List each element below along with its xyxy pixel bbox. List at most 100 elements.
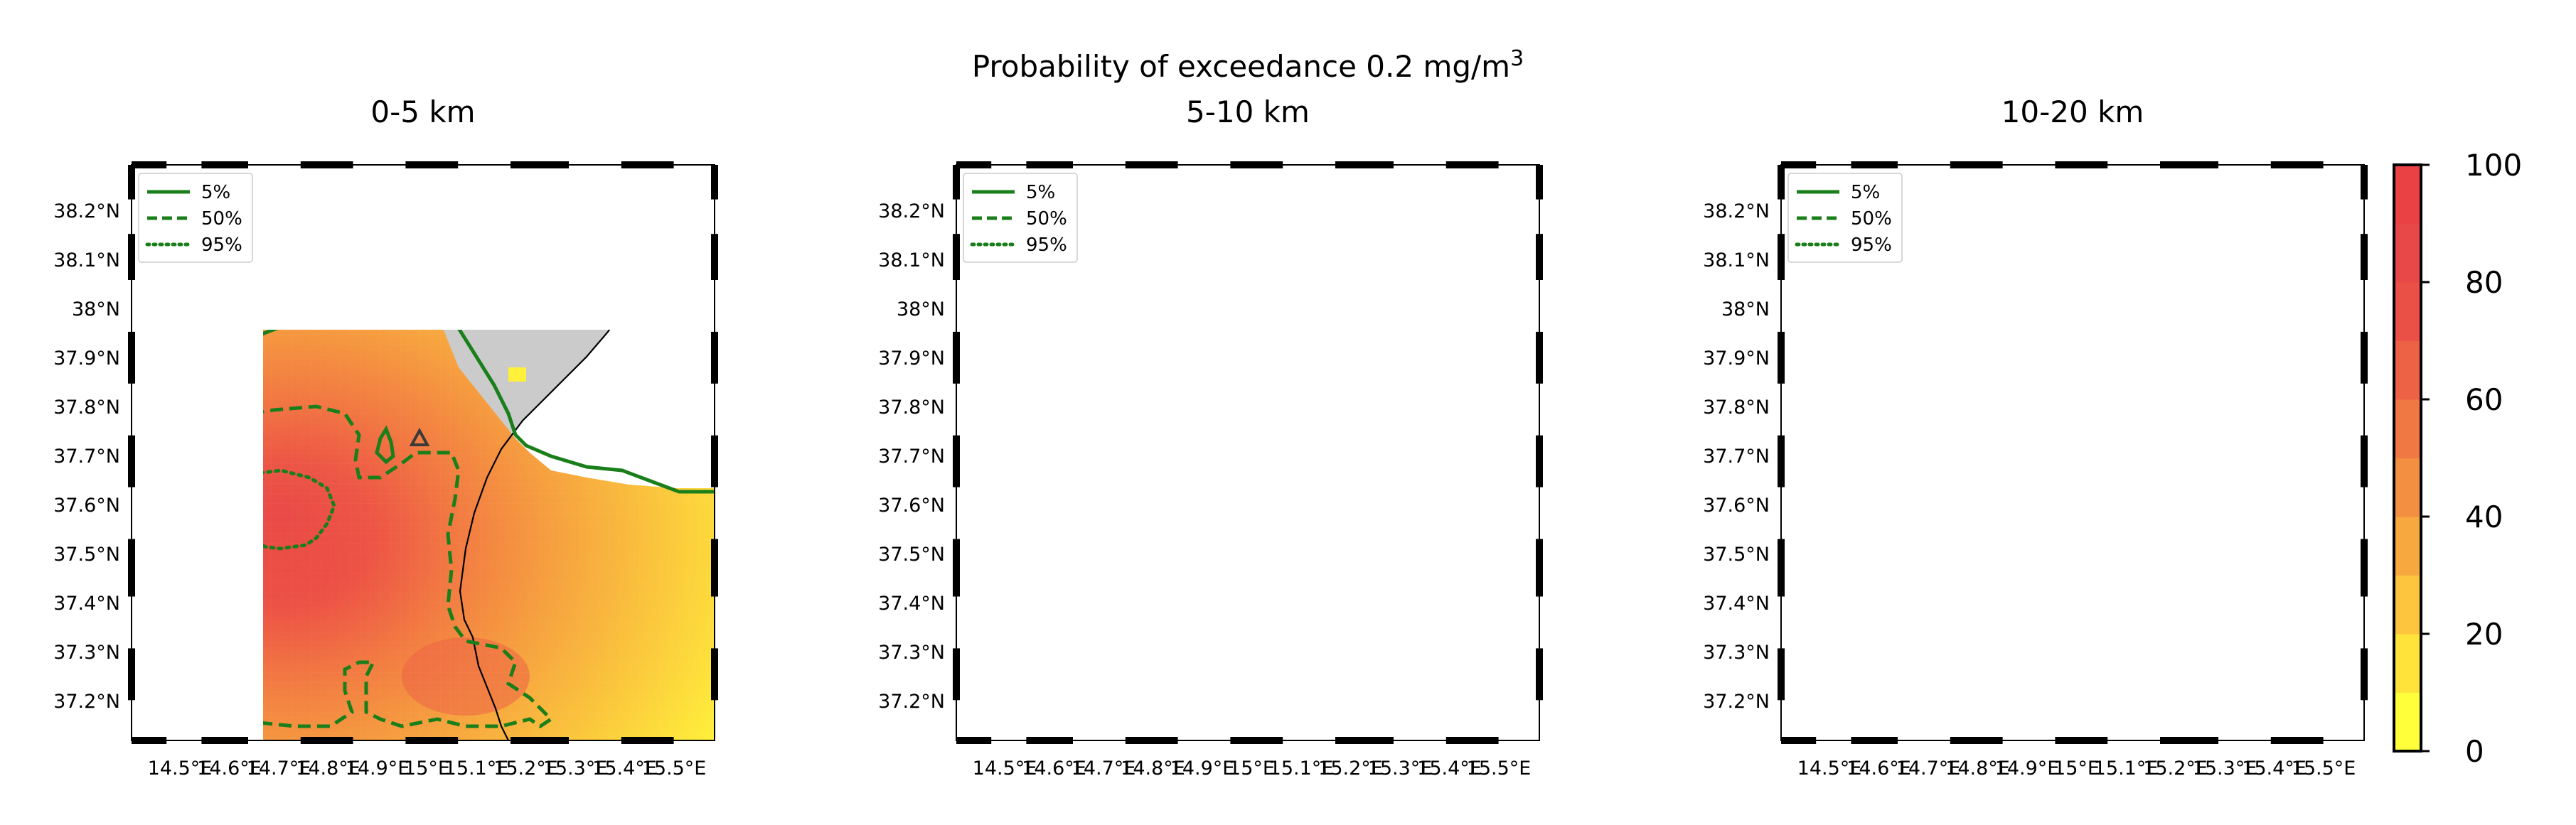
lon-tick-label: 15°E bbox=[2053, 757, 2100, 780]
panel-title: 0-5 km bbox=[370, 95, 475, 129]
contours bbox=[263, 252, 715, 729]
contour-50pct bbox=[263, 404, 554, 729]
lat-tick-label: 37.7°N bbox=[53, 446, 120, 468]
lon-tick-label: 15.3°E bbox=[1368, 757, 1433, 780]
lon-tick-label: 15.1°E bbox=[444, 757, 509, 780]
lat-tick-label: 38°N bbox=[897, 298, 945, 320]
lon-tick-label: 15.5°E bbox=[2292, 757, 2356, 780]
legend-label: 50% bbox=[1026, 208, 1067, 230]
lat-tick-label: 38°N bbox=[1721, 298, 1770, 320]
lat-tick-label: 37.9°N bbox=[878, 347, 945, 370]
lon-tick-label: 15.1°E bbox=[2094, 757, 2159, 780]
colorbar-tick-label: 40 bbox=[2465, 500, 2503, 534]
colorbar-tick-label: 20 bbox=[2465, 617, 2503, 652]
colorbar-segment bbox=[2394, 223, 2421, 283]
lat-tick-label: 37.2°N bbox=[1703, 691, 1770, 713]
lon-tick-label: 14.8°E bbox=[1945, 757, 2010, 780]
lat-tick-label: 37.9°N bbox=[53, 347, 120, 370]
colorbar-segment bbox=[2394, 634, 2421, 693]
latitude-ticks: 38.2°N 38.1°N 38°N 37.9°N 37.8°N 37.7°N 37.6°N… bbox=[1703, 200, 1770, 713]
lat-tick-label: 38°N bbox=[72, 298, 120, 320]
legend-label: 50% bbox=[1851, 208, 1892, 230]
lat-tick-label: 37.9°N bbox=[1703, 347, 1770, 370]
legend-label: 95% bbox=[1026, 234, 1067, 256]
longitude-ticks: 14.5°E14.6°E14.7°E14.8°E14.9°E15°E15.1°E… bbox=[973, 757, 1532, 780]
panel-title: 10-20 km bbox=[2002, 95, 2144, 129]
lat-tick-label: 37.3°N bbox=[53, 642, 120, 664]
panel-title: 5-10 km bbox=[1186, 95, 1310, 129]
figure-suptitle: Probability of exceedance 0.2 mg/m3 bbox=[972, 46, 1524, 84]
contour-95pct bbox=[263, 468, 336, 551]
lat-tick-label: 37.3°N bbox=[1703, 642, 1770, 664]
lon-tick-label: 15.2°E bbox=[493, 757, 558, 780]
colorbar-tick-label: 60 bbox=[2465, 382, 2503, 417]
lat-tick-label: 38.1°N bbox=[53, 249, 120, 271]
lon-tick-label: 14.8°E bbox=[1121, 757, 1185, 780]
lon-tick-label: 15.2°E bbox=[1318, 757, 1383, 780]
colorbar-segment bbox=[2394, 458, 2421, 517]
lat-tick-label: 37.8°N bbox=[1703, 397, 1770, 419]
lon-tick-label: 14.6°E bbox=[1022, 757, 1086, 780]
legend-label: 5% bbox=[201, 182, 230, 203]
colorbar-segment bbox=[2394, 399, 2421, 458]
lon-tick-label: 14.7°E bbox=[1896, 757, 1961, 780]
lon-tick-label: 15.3°E bbox=[2193, 757, 2257, 780]
lat-tick-label: 38.2°N bbox=[878, 200, 945, 222]
vent-triangle-icon bbox=[2061, 431, 2077, 445]
lat-tick-label: 37.5°N bbox=[53, 544, 120, 566]
latitude-ticks: 38.2°N 38.1°N 38°N 37.9°N 37.8°N 37.7°N 37.6°N… bbox=[53, 200, 120, 713]
colorbar-tick-label: 80 bbox=[2465, 265, 2503, 300]
colorbar: 0 20 40 60 80 100 bbox=[2393, 148, 2522, 769]
colorbar-tick-label: 100 bbox=[2465, 148, 2522, 183]
lon-tick-label: 15.4°E bbox=[2242, 757, 2307, 780]
lat-tick-label: 37.5°N bbox=[878, 544, 945, 566]
latitude-ticks: 38.2°N 38.1°N 38°N 37.9°N 37.8°N 37.7°N 37.6°N… bbox=[878, 200, 945, 713]
map-panel-2: 5-10 km 5% 50% 95% 38.2°N 38.1°N 38°N 37.9°N 37.… bbox=[878, 95, 1543, 780]
legend-label: 95% bbox=[201, 234, 242, 256]
lon-tick-label: 14.6°E bbox=[197, 757, 262, 780]
lat-tick-label: 38.2°N bbox=[53, 200, 120, 222]
lon-tick-label: 15.5°E bbox=[642, 757, 707, 780]
lat-tick-label: 37.6°N bbox=[1703, 495, 1770, 517]
lat-tick-label: 37.7°N bbox=[1703, 446, 1770, 468]
colorbar-segment bbox=[2394, 165, 2421, 224]
lat-tick-label: 37.7°N bbox=[878, 446, 945, 468]
lat-tick-label: 37.3°N bbox=[878, 642, 945, 664]
lat-tick-label: 37.6°N bbox=[878, 495, 945, 517]
lon-tick-label: 15.3°E bbox=[543, 757, 608, 780]
contour-5pct bbox=[263, 330, 715, 494]
colorbar-segment bbox=[2394, 692, 2421, 752]
lat-tick-label: 38.2°N bbox=[1703, 200, 1770, 222]
map-panel-1: 0-5 km 5% 50% 95% 38.2°N 38.1°N 38°N 37.9°N 37.8… bbox=[53, 95, 718, 780]
lon-tick-label: 14.7°E bbox=[1071, 757, 1136, 780]
colorbar-frame bbox=[2393, 163, 2422, 753]
lat-tick-label: 37.4°N bbox=[1703, 593, 1770, 615]
contour-legend: 5% 50% 95% bbox=[963, 173, 1078, 263]
contour-5pct-islet bbox=[366, 252, 382, 263]
lon-tick-label: 14.9°E bbox=[346, 757, 410, 780]
lat-tick-label: 37.8°N bbox=[53, 397, 120, 419]
vent-triangle-icon bbox=[409, 427, 430, 446]
lat-tick-label: 37.6°N bbox=[53, 495, 120, 517]
lon-tick-label: 14.5°E bbox=[1797, 757, 1862, 780]
longitude-ticks: 14.5°E14.6°E14.7°E14.8°E14.9°E15°E15.1°E… bbox=[1797, 757, 2356, 780]
lon-tick-label: 15.5°E bbox=[1467, 757, 1532, 780]
colorbar-segment bbox=[2394, 575, 2421, 635]
colorbar-segment bbox=[2394, 517, 2421, 576]
lon-tick-label: 15.1°E bbox=[1269, 757, 1334, 780]
contour-legend: 5% 50% 95% bbox=[1787, 173, 1903, 263]
field-patch bbox=[508, 367, 526, 382]
vent-triangle-icon bbox=[1236, 431, 1252, 445]
lon-tick-label: 14.5°E bbox=[148, 757, 213, 780]
contour-legend: 5% 50% 95% bbox=[138, 173, 253, 263]
grid-cells bbox=[263, 330, 715, 740]
colorbar-segment bbox=[2394, 340, 2421, 400]
lat-tick-label: 37.4°N bbox=[53, 593, 120, 615]
lat-tick-label: 38.1°N bbox=[878, 249, 945, 271]
lat-tick-label: 37.5°N bbox=[1703, 544, 1770, 566]
lon-tick-label: 14.8°E bbox=[296, 757, 360, 780]
colorbar-segment bbox=[2394, 282, 2421, 341]
lon-tick-label: 15.4°E bbox=[592, 757, 657, 780]
coastline bbox=[459, 330, 611, 741]
